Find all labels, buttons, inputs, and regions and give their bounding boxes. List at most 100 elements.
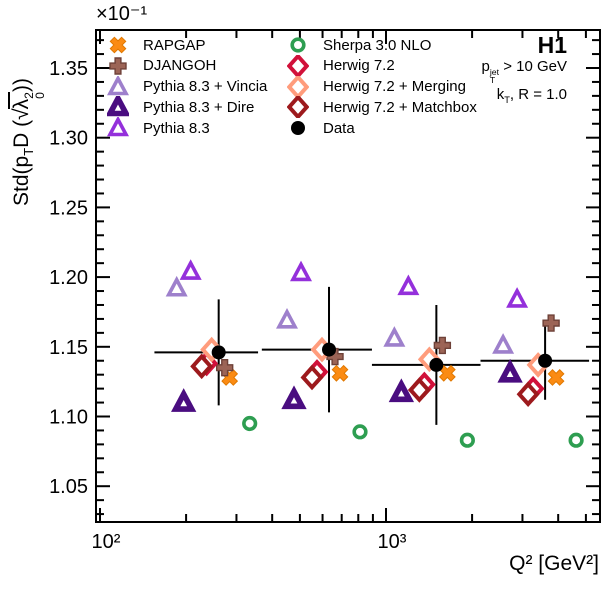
legend-label: Pythia 8.3 [143,119,210,137]
legend-label: Sherpa 3.0 NLO [323,36,432,54]
kt-base: k [496,85,505,103]
marker-pythia-8-3 [397,274,420,296]
y-tick-label: 1.20 [49,267,88,289]
pythia-8-3-vincia-marker-icon [107,75,129,95]
marker-data [211,345,226,360]
legend-item-pythia-8-3: Pythia 8.3 [107,117,210,139]
marker-data [429,357,444,372]
marker-pythia-8-3-vincia [165,275,188,297]
legend-label: Herwig 7.2 + Merging [323,78,466,95]
pythia-8-3-marker-icon [107,117,129,137]
marker-pythia-8-3-dire [281,385,307,410]
marker-sherpa-3-0-nlo [459,432,475,448]
x-axis-title: Q² [GeV²] [509,552,599,575]
marker-rapgap [109,36,127,54]
legend-label: Herwig 7.2 [323,57,395,75]
info-box: H1 p jet T > 10 GeV kT, R = 1.0 [482,34,568,106]
marker-pythia-8-3 [179,259,202,280]
marker-data [291,121,305,135]
y-tick-label: 1.30 [49,128,88,150]
marker-pythia-8-3-vincia [276,307,299,329]
marker-pythia-8-3 [290,260,313,282]
marker-herwig-7-2-matchbox [287,96,309,119]
legend-label: DJANGOH [143,57,217,75]
y-axis-title: Std(pTD (√λ 2 0)) [8,78,47,206]
herwig-7-2-marker-icon [287,54,309,77]
y-title-close: )) [10,78,33,93]
lambda-symbol: λ [10,98,33,110]
y-title-text: Std(p [10,155,33,206]
legend-item-pythia-8-3-vincia: Pythia 8.3 + Vincia [107,75,268,98]
marker-pythia-8-3-dire [171,388,197,412]
legend-item-herwig-7-2-merging: Herwig 7.2 + Merging [287,75,466,98]
marker-pythia-8-3-dire [497,358,523,383]
legend-item-sherpa-3-0-nlo: Sherpa 3.0 NLO [287,34,431,56]
marker-herwig-7-2-matchbox [516,381,540,407]
legend-item-data: Data [287,117,355,139]
pt-sub: T [489,74,496,85]
marker-herwig-7-2-matchbox [190,353,214,380]
marker-rapgap [547,369,565,386]
pythia-8-3-dire-marker-icon [107,96,129,117]
marker-sherpa-3-0-nlo [568,432,584,448]
marker-sherpa-3-0-nlo [290,37,306,53]
legend-label: Pythia 8.3 + Dire [143,98,255,116]
legend-label: RAPGAP [143,36,206,54]
lambda-sub: 0 [33,92,48,99]
y-tick-label: 1.15 [49,337,88,359]
y-tick-label: 1.10 [49,407,88,429]
legend-item-rapgap: RAPGAP [107,34,206,56]
rapgap-marker-icon [109,36,127,54]
marker-herwig-7-2-merging [287,75,309,98]
marker-rapgap [438,364,456,382]
pt-base: p [481,58,490,75]
marker-djangoh [433,336,452,355]
marker-herwig-7-2-matchbox [300,364,324,391]
y-tick-label: 1.35 [49,58,88,80]
kt-sub: T [504,94,510,105]
marker-rapgap [331,364,349,382]
marker-data [538,353,553,368]
x-tick-label: 10² [92,531,121,553]
experiment-label: H1 [537,32,567,58]
pt-cut-label: p jet T > 10 GeV [482,57,568,85]
marker-djangoh [109,57,127,75]
sherpa-3-0-nlo-marker-icon [290,37,306,53]
legend-item-pythia-8-3-dire: Pythia 8.3 + Dire [107,96,254,118]
legend-item-herwig-7-2: Herwig 7.2 [287,54,395,77]
marker-pythia-8-3-vincia [383,326,406,347]
marker-pythia-8-3-vincia [492,333,515,354]
data-points [165,259,584,448]
legend-label: Herwig 7.2 + Matchbox [323,98,477,116]
y-tick-label: 1.05 [49,476,88,498]
data-marker-icon [291,121,305,135]
marker-pythia-8-3 [506,287,529,308]
marker-herwig-7-2 [287,54,309,77]
marker-pythia-8-3 [107,117,129,137]
sqrt-symbol: √ [10,108,33,120]
plot-frame [95,29,601,523]
djangoh-marker-icon [109,57,127,75]
axis-ticks [96,30,600,522]
pt-sup: jet [489,66,500,77]
legend-label: Data [323,119,355,137]
marker-data [322,342,337,357]
y-title-sub: T [21,147,37,156]
y-tick-label: 1.25 [49,197,88,219]
marker-herwig-7-2-matchbox [407,377,431,403]
legend-item-djangoh: DJANGOH [107,55,216,77]
kt-rest: , R = 1.0 [509,85,567,103]
marker-pythia-8-3-dire [388,378,415,403]
kt-label: kT, R = 1.0 [482,85,567,106]
herwig-7-2-merging-marker-icon [287,75,309,98]
marker-pythia-8-3-dire [107,96,129,117]
marker-sherpa-3-0-nlo [352,424,368,440]
marker-pythia-8-3-vincia [107,75,129,95]
y-title-text2: D ( [10,119,33,148]
legend-label: Pythia 8.3 + Vincia [143,78,268,95]
marker-djangoh [542,314,560,332]
legend-item-herwig-7-2-matchbox: Herwig 7.2 + Matchbox [287,96,477,119]
